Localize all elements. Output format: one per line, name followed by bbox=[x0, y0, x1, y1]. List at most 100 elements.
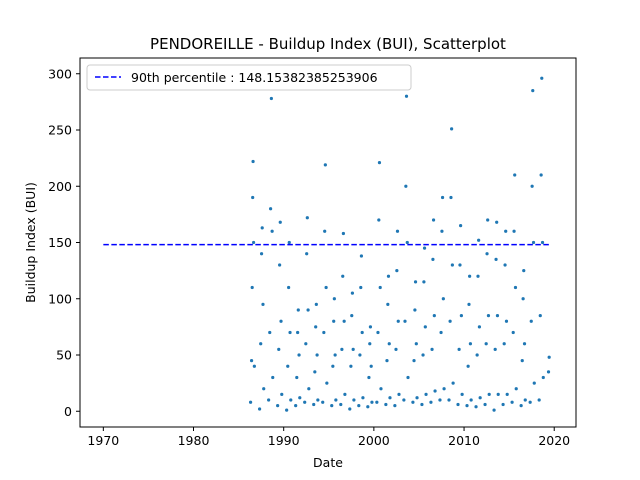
data-point bbox=[341, 274, 345, 278]
data-point bbox=[387, 342, 391, 346]
data-point bbox=[287, 285, 291, 290]
data-point bbox=[430, 347, 434, 351]
data-point bbox=[477, 238, 481, 242]
data-point bbox=[322, 330, 326, 335]
data-point bbox=[510, 400, 514, 404]
data-point bbox=[459, 224, 463, 228]
scatter-series bbox=[248, 76, 551, 412]
data-point bbox=[396, 319, 400, 323]
data-point bbox=[341, 231, 345, 236]
y-tick-label: 250 bbox=[48, 123, 72, 138]
data-point bbox=[431, 218, 436, 222]
data-point bbox=[349, 364, 353, 368]
x-axis-label: Date bbox=[313, 455, 343, 470]
data-point bbox=[402, 398, 406, 402]
data-point bbox=[422, 280, 426, 284]
data-point bbox=[307, 387, 311, 391]
data-point bbox=[248, 400, 253, 404]
data-point bbox=[512, 229, 516, 233]
y-tick-label: 200 bbox=[48, 179, 72, 194]
data-point bbox=[331, 364, 335, 368]
data-point bbox=[294, 404, 298, 408]
y-axis-label: Buildup Index (BUI) bbox=[23, 182, 38, 303]
legend-label: 90th percentile : 148.15382385253906 bbox=[131, 70, 378, 85]
data-point bbox=[433, 389, 437, 393]
data-point bbox=[360, 330, 364, 335]
data-point bbox=[260, 226, 264, 230]
data-point bbox=[406, 375, 410, 380]
data-point bbox=[411, 400, 415, 404]
data-point bbox=[287, 240, 291, 245]
data-point bbox=[262, 387, 266, 391]
data-point bbox=[522, 269, 526, 273]
x-tick-label: 1990 bbox=[268, 433, 300, 448]
data-point bbox=[358, 353, 362, 357]
data-point bbox=[316, 398, 320, 402]
data-point bbox=[447, 398, 451, 402]
x-tick-label: 2020 bbox=[538, 433, 570, 448]
data-point bbox=[404, 184, 408, 188]
data-point bbox=[511, 330, 515, 335]
data-point bbox=[377, 161, 382, 165]
data-point bbox=[530, 184, 534, 188]
data-point bbox=[348, 407, 352, 411]
data-point bbox=[501, 402, 505, 407]
data-point bbox=[384, 402, 388, 407]
data-point bbox=[513, 173, 517, 177]
data-point bbox=[439, 330, 443, 335]
data-point bbox=[540, 240, 545, 245]
data-point bbox=[467, 302, 471, 306]
data-point bbox=[485, 252, 489, 256]
data-point bbox=[522, 342, 527, 346]
data-point bbox=[466, 364, 470, 368]
data-point bbox=[303, 400, 307, 404]
data-point bbox=[468, 342, 473, 346]
data-point bbox=[271, 375, 275, 380]
data-point bbox=[343, 392, 347, 396]
data-point bbox=[440, 229, 444, 233]
data-point bbox=[357, 404, 361, 408]
data-point bbox=[368, 325, 373, 329]
data-point bbox=[323, 229, 327, 233]
data-point bbox=[469, 398, 473, 402]
data-point bbox=[324, 285, 328, 290]
y-tick-label: 50 bbox=[56, 348, 72, 363]
data-point bbox=[413, 308, 417, 312]
data-point bbox=[312, 402, 316, 407]
data-point bbox=[306, 308, 310, 312]
data-point bbox=[429, 400, 433, 404]
data-point bbox=[330, 404, 334, 408]
data-point bbox=[251, 195, 255, 200]
data-point bbox=[449, 195, 453, 200]
data-point bbox=[547, 355, 551, 359]
data-point bbox=[540, 76, 544, 80]
data-point bbox=[414, 342, 418, 346]
data-point bbox=[252, 364, 256, 368]
data-point bbox=[413, 280, 418, 284]
data-point bbox=[280, 392, 284, 396]
data-point bbox=[285, 408, 289, 412]
data-point bbox=[334, 398, 338, 402]
data-point bbox=[520, 359, 524, 363]
axis-ticks: 1970 1980 1990 2000 2010 2020 0 50 100 150 200 250 3… bbox=[48, 66, 570, 448]
data-point bbox=[361, 396, 365, 400]
data-point bbox=[368, 342, 372, 346]
data-point bbox=[438, 398, 442, 402]
data-point bbox=[513, 285, 518, 290]
data-point bbox=[394, 347, 398, 351]
data-point bbox=[321, 400, 325, 404]
data-point bbox=[323, 163, 327, 167]
data-point bbox=[486, 218, 490, 222]
data-point bbox=[523, 398, 527, 402]
data-point bbox=[397, 392, 401, 396]
data-point bbox=[269, 96, 273, 101]
data-point bbox=[546, 370, 551, 374]
data-point bbox=[268, 330, 272, 335]
data-point bbox=[504, 229, 508, 233]
data-point bbox=[531, 89, 535, 93]
data-point bbox=[377, 218, 381, 222]
data-point bbox=[431, 257, 435, 261]
data-point bbox=[415, 396, 419, 400]
data-point bbox=[495, 220, 499, 224]
data-point bbox=[503, 263, 507, 267]
